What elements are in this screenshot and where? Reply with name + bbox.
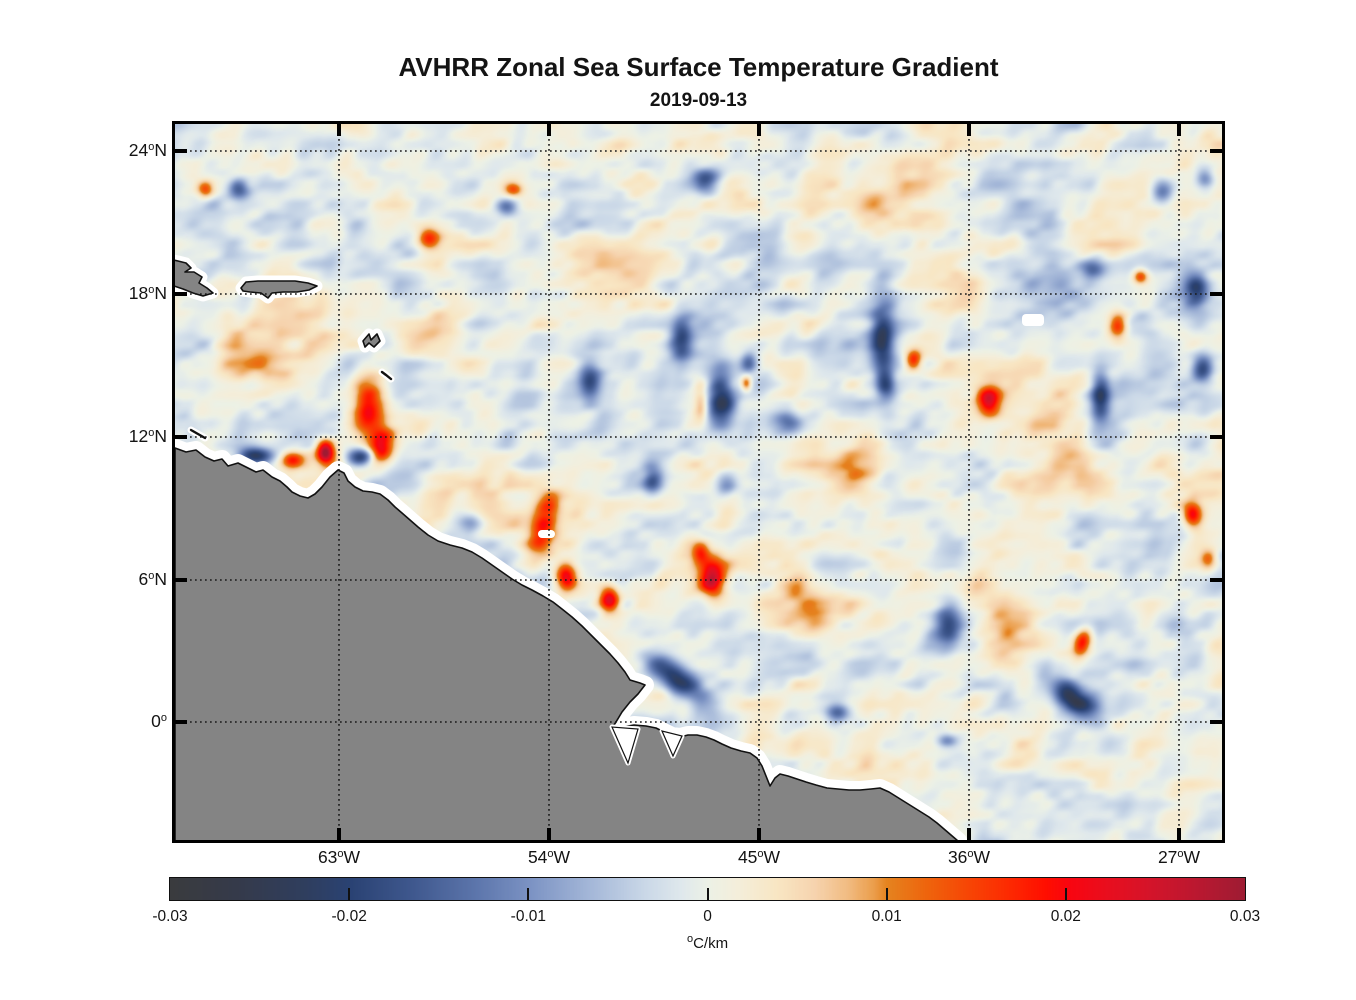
colorbar-tick-label: 0.02 <box>1050 908 1081 925</box>
island <box>175 259 214 297</box>
mainland-south-america <box>175 447 959 840</box>
colorbar-tick-label: 0 <box>703 908 712 925</box>
y-tick-left <box>175 292 187 296</box>
y-tick-right <box>1210 292 1222 296</box>
river-mouth-outline <box>660 730 683 758</box>
colorbar-tick-label: -0.02 <box>331 908 367 925</box>
colorbar-tick <box>527 888 530 900</box>
y-tick-label: 0o <box>151 711 167 731</box>
colorbar-tick <box>1064 888 1067 900</box>
map-plot-area <box>175 124 1222 840</box>
x-tick-label: 63oW <box>317 847 361 867</box>
colorbar-tick-label: -0.01 <box>510 908 546 925</box>
y-tick-right <box>1210 720 1222 724</box>
map-overlay <box>175 124 1222 840</box>
x-tick-top <box>967 124 971 136</box>
chart-subtitle: 2019-09-13 <box>649 90 748 111</box>
island <box>362 333 381 348</box>
islet <box>380 370 393 381</box>
y-tick-label: 18oN <box>128 283 167 303</box>
x-tick-label: 54oW <box>527 847 571 867</box>
x-tick-top <box>757 124 761 136</box>
y-tick-left <box>175 149 187 153</box>
islet <box>189 428 207 440</box>
x-tick-bottom <box>967 828 971 840</box>
colorbar-tick <box>706 888 709 900</box>
colorbar-tick <box>348 888 351 900</box>
colorbar-tick-label: 0.01 <box>871 908 902 925</box>
no-data-patch <box>538 530 555 538</box>
y-tick-left <box>175 435 187 439</box>
colorbar-tick-label: 0.03 <box>1229 908 1261 925</box>
x-tick-label: 36oW <box>947 847 991 867</box>
x-tick-top <box>547 124 551 136</box>
y-tick-right <box>1210 435 1222 439</box>
x-tick-label: 45oW <box>737 847 781 867</box>
chart-title: AVHRR Zonal Sea Surface Temperature Grad… <box>398 52 999 82</box>
colorbar-tick <box>885 888 888 900</box>
y-tick-label: 6oN <box>138 569 168 589</box>
y-tick-right <box>1210 578 1222 582</box>
river-mouth-outline <box>611 726 639 765</box>
colorbar-unit-label: oC/km <box>686 933 729 953</box>
y-tick-left <box>175 578 187 582</box>
island <box>240 280 318 299</box>
x-tick-top <box>337 124 341 136</box>
y-tick-right <box>1210 149 1222 153</box>
y-tick-left <box>175 720 187 724</box>
x-tick-label: 27oW <box>1157 847 1201 867</box>
y-tick-label: 12oN <box>128 426 167 446</box>
x-tick-bottom <box>1177 828 1181 840</box>
x-tick-top <box>1177 124 1181 136</box>
no-data-patch <box>1022 314 1044 326</box>
x-tick-bottom <box>337 828 341 840</box>
x-tick-bottom <box>757 828 761 840</box>
x-tick-bottom <box>547 828 551 840</box>
colorbar-tick-label: -0.03 <box>152 908 188 925</box>
y-tick-label: 24oN <box>128 140 167 160</box>
